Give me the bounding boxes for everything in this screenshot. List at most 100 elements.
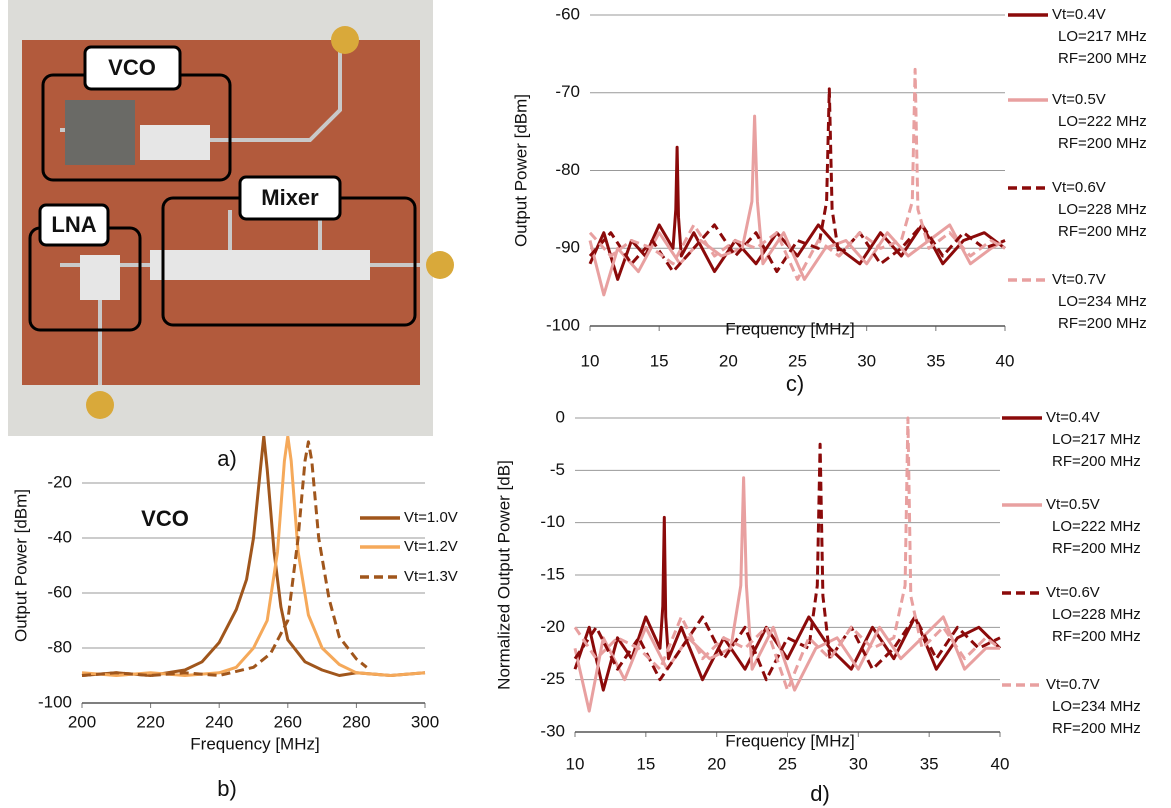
legend-label: Vt=0.6V — [1046, 584, 1100, 601]
legend-label: RF=200 MHz — [1058, 315, 1147, 332]
legend-label: Vt=0.7V — [1046, 676, 1100, 693]
legend-label: LO=222 MHz — [1058, 113, 1147, 130]
vco-board — [140, 125, 210, 160]
legend-label: LO=234 MHz — [1058, 293, 1147, 310]
y-tick-label: -20 — [47, 472, 72, 491]
series-line — [588, 145, 1006, 281]
legend-label: RF=200 MHz — [1052, 540, 1141, 557]
legend-label: RF=200 MHz — [1052, 453, 1141, 470]
x-tick-label: 15 — [636, 754, 655, 773]
y-tick-label: -10 — [540, 512, 565, 531]
x-tick-label: 30 — [857, 351, 876, 370]
label-box — [83, 45, 182, 91]
x-tick-label: 280 — [342, 712, 370, 731]
y-tick-label: -100 — [546, 315, 580, 334]
legend-label: Vt=0.5V — [1046, 496, 1100, 513]
y-tick-label: -90 — [555, 238, 580, 257]
legend-label: LO=222 MHz — [1052, 518, 1141, 535]
vco-chip — [65, 100, 135, 165]
legend-label: RF=200 MHz — [1058, 135, 1147, 152]
x-tick-label: 10 — [566, 754, 585, 773]
legend-label: Vt=1.2V — [404, 538, 458, 555]
connector — [426, 251, 454, 279]
series-line — [81, 434, 426, 677]
y-tick-label: -60 — [555, 4, 580, 23]
connector — [86, 391, 114, 419]
legend-label: RF=200 MHz — [1052, 720, 1141, 737]
charts: -100 -80 -60 -40 -20 0 200 220 240 260 280 300 Vt=1.… — [11, 4, 1146, 805]
y-tick-label: -40 — [47, 527, 72, 546]
y-tick-label: -20 — [540, 617, 565, 636]
legend-label: Vt=0.5V — [1052, 91, 1106, 108]
photo-label: LNA — [51, 212, 96, 237]
legend-label: Vt=1.3V — [404, 568, 458, 585]
x-tick-label: 10 — [581, 351, 600, 370]
series-line — [588, 87, 1006, 274]
annotation: VCO — [141, 506, 189, 531]
x-axis-title: Frequency [MHz] — [725, 731, 854, 750]
photo-label: Mixer — [261, 185, 319, 210]
series-line — [588, 67, 1006, 281]
x-tick-label: 200 — [68, 712, 96, 731]
y-tick-label: -30 — [540, 721, 565, 740]
label-box — [38, 203, 110, 247]
x-tick-label: 25 — [778, 754, 797, 773]
series-line — [573, 476, 1000, 713]
legend-label: LO=228 MHz — [1052, 606, 1141, 623]
x-axis-title: Frequency [MHz] — [190, 734, 319, 753]
series-line — [573, 515, 1002, 692]
x-tick-label: 20 — [707, 754, 726, 773]
x-tick-label: 35 — [920, 754, 939, 773]
photo-label: VCO — [108, 55, 156, 80]
legend-label: LO=228 MHz — [1058, 201, 1147, 218]
panel-caption: a) — [217, 446, 237, 471]
y-axis-title: Output Power [dBm] — [11, 489, 30, 642]
x-tick-label: 240 — [205, 712, 233, 731]
legend-label: Vt=0.4V — [1046, 409, 1100, 426]
x-axis-title: Frequency [MHz] — [725, 319, 854, 338]
panel-caption: b) — [217, 776, 237, 801]
series-line — [81, 434, 426, 677]
y-tick-label: 0 — [556, 407, 565, 426]
y-tick-label: -80 — [555, 160, 580, 179]
legend-label: RF=200 MHz — [1052, 628, 1141, 645]
legend-label: Vt=0.7V — [1052, 271, 1106, 288]
lna-board — [80, 255, 120, 300]
legend-label: LO=234 MHz — [1052, 698, 1141, 715]
label-box — [238, 175, 342, 221]
y-tick-label: -60 — [47, 582, 72, 601]
legend-label: LO=217 MHz — [1058, 28, 1147, 45]
y-tick-label: -70 — [555, 82, 580, 101]
x-tick-label: 30 — [849, 754, 868, 773]
series-line — [573, 416, 1001, 692]
x-tick-label: 300 — [411, 712, 439, 731]
x-tick-label: 20 — [719, 351, 738, 370]
y-axis-title: Output Power [dBm] — [511, 94, 530, 247]
legend-label: Vt=0.6V — [1052, 179, 1106, 196]
legend-label: RF=200 MHz — [1058, 50, 1147, 67]
x-tick-label: 25 — [788, 351, 807, 370]
x-tick-label: 260 — [274, 712, 302, 731]
legend-label: LO=217 MHz — [1052, 431, 1141, 448]
y-tick-label: -80 — [47, 637, 72, 656]
series-line — [588, 114, 1006, 297]
y-axis-title: Normalized Output Power [dB] — [494, 460, 513, 690]
mixer-board — [150, 250, 370, 280]
legend-label: Vt=0.4V — [1052, 6, 1106, 23]
x-tick-label: 220 — [136, 712, 164, 731]
y-tick-label: -15 — [540, 564, 565, 583]
x-tick-label: 40 — [996, 351, 1015, 370]
x-tick-label: 40 — [991, 754, 1010, 773]
y-tick-label: -100 — [38, 692, 72, 711]
panel-caption: d) — [810, 781, 830, 806]
series-line — [573, 442, 1001, 682]
x-tick-label: 35 — [926, 351, 945, 370]
y-tick-label: -5 — [550, 460, 565, 479]
connector — [331, 26, 359, 54]
series-line — [81, 440, 368, 677]
board-photo: VCO LNA Mixer — [8, 0, 454, 436]
y-tick-label: -25 — [540, 669, 565, 688]
panel-caption: c) — [786, 371, 804, 396]
legend-label: RF=200 MHz — [1058, 223, 1147, 240]
